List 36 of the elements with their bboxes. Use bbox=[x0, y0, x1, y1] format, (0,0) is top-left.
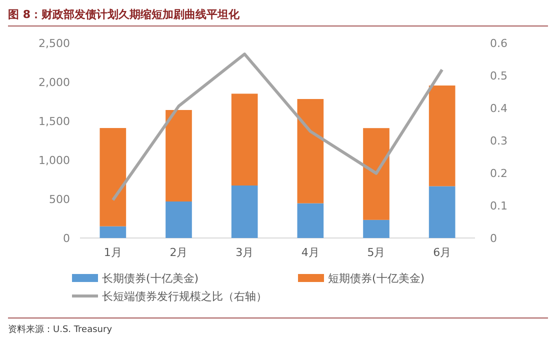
bar bbox=[428, 186, 456, 238]
x-tick-label: 5月 bbox=[367, 246, 386, 259]
bar bbox=[363, 128, 390, 220]
y2-tick-label: 0.3 bbox=[490, 134, 508, 148]
bar bbox=[166, 201, 192, 238]
legend-label: 长短端债券发行规模之比（右轴） bbox=[102, 290, 267, 303]
y2-tick-label: 0.4 bbox=[490, 102, 508, 115]
x-tick-label: 6月 bbox=[433, 246, 452, 259]
bar bbox=[363, 220, 390, 238]
y2-tick-label: 0 bbox=[490, 232, 497, 245]
y-tick-label: 1,500 bbox=[38, 115, 70, 128]
bar bbox=[100, 128, 126, 226]
y-tick-label: 2,500 bbox=[38, 37, 70, 50]
y2-tick-label: 0.6 bbox=[490, 37, 508, 50]
legend-label: 长期债券(十亿美金) bbox=[102, 272, 199, 285]
x-tick-label: 2月 bbox=[170, 246, 188, 259]
y-tick-label: 1,000 bbox=[38, 154, 70, 167]
bar bbox=[297, 203, 324, 238]
chart-title: 图 8：财政部发债计划久期缩短加剧曲线平坦化 bbox=[8, 8, 240, 21]
bar bbox=[297, 99, 324, 204]
bar bbox=[428, 86, 456, 186]
y2-tick-label: 0.2 bbox=[490, 167, 508, 180]
y2-tick-label: 0.5 bbox=[490, 70, 508, 82]
bar bbox=[166, 110, 192, 202]
text: 资料来源：U.S. Treasury bbox=[8, 324, 113, 335]
legend-label: 短期债券(十亿美金) bbox=[328, 272, 425, 285]
bar bbox=[231, 94, 258, 186]
y-tick-label: 0 bbox=[63, 232, 70, 245]
y2-tick-label: 0.1 bbox=[490, 200, 508, 212]
y-tick-label: 500 bbox=[49, 193, 70, 206]
bar bbox=[231, 186, 258, 238]
y-tick-label: 2,000 bbox=[38, 76, 70, 89]
x-tick-label: 1月 bbox=[104, 246, 122, 259]
x-tick-label: 4月 bbox=[301, 246, 320, 259]
x-tick-label: 3月 bbox=[236, 246, 254, 259]
bar bbox=[100, 226, 126, 238]
